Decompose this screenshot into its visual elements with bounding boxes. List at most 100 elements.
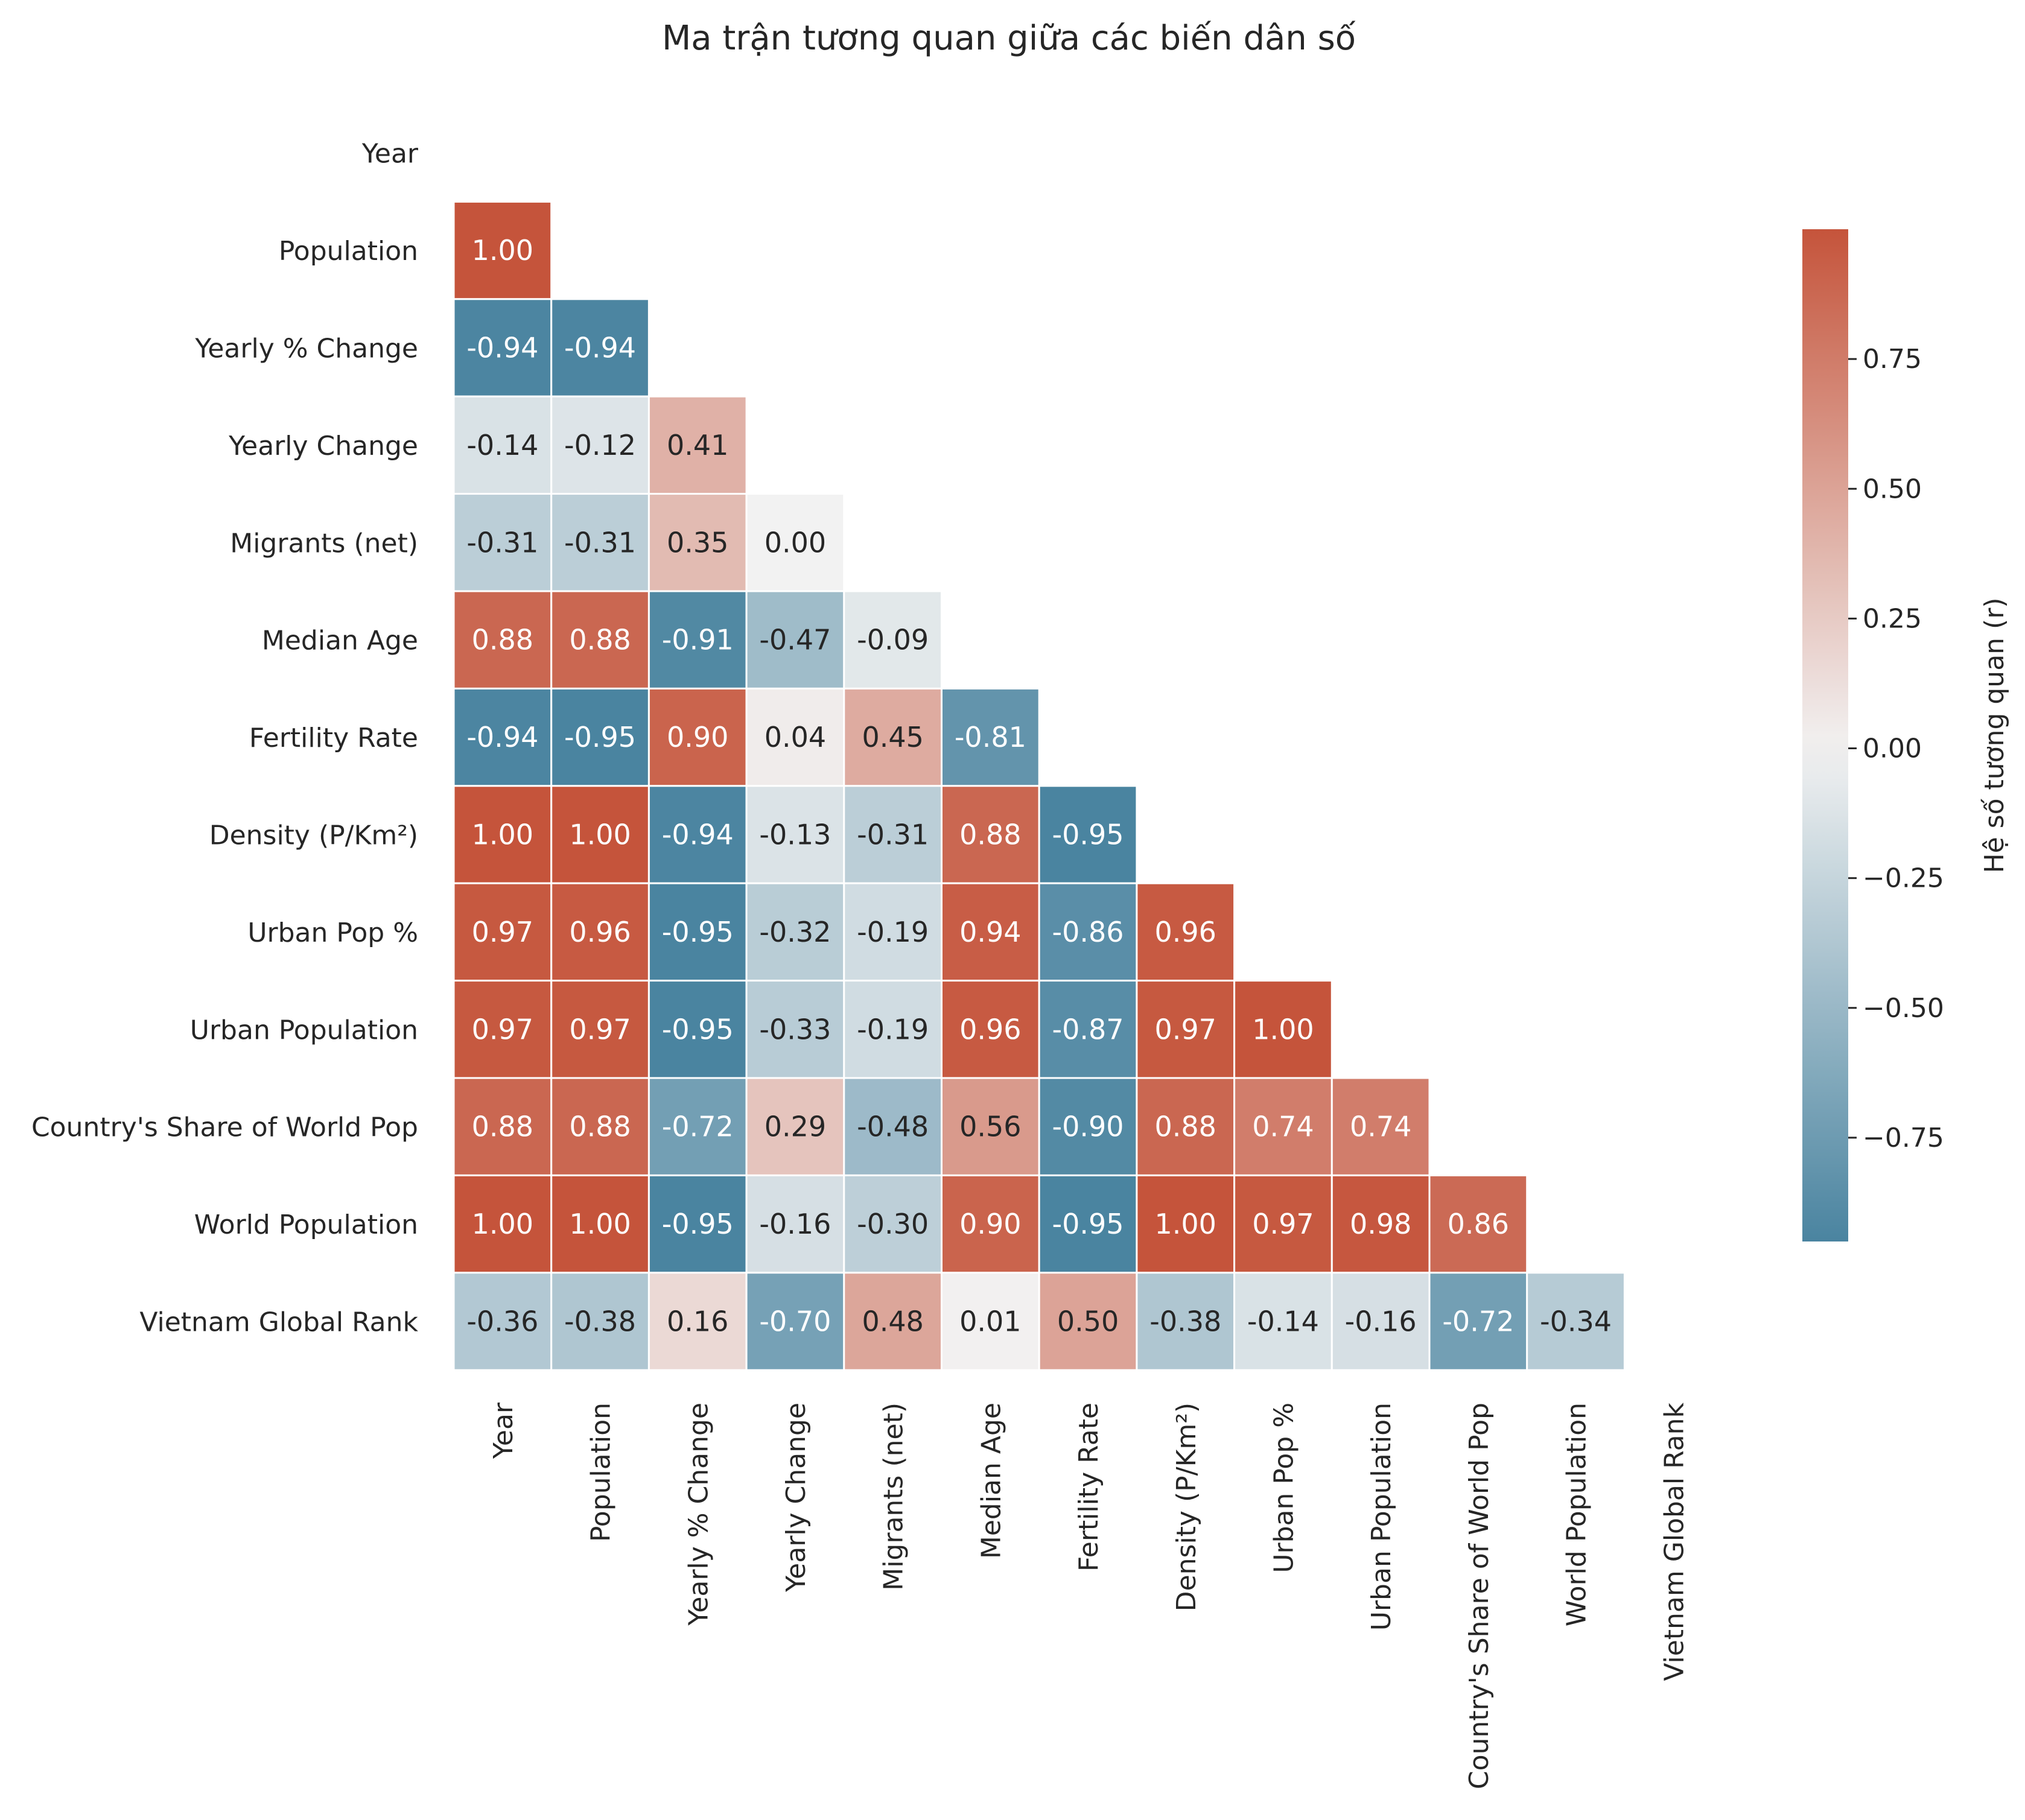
cell-world-population-x-yearly-change bbox=[745, 1174, 845, 1274]
colorbar-tick-label: −0.25 bbox=[1863, 863, 1944, 894]
cell-country-s-share-of-world-pop-x-yearly-change bbox=[647, 1077, 748, 1176]
cell-value-label: 1.00 bbox=[1252, 1013, 1314, 1045]
cell-value-label: 0.97 bbox=[1252, 1208, 1314, 1240]
cell-value-label: 0.88 bbox=[472, 624, 533, 656]
cell-value-label: 0.88 bbox=[472, 1111, 533, 1143]
cell-vietnam-global-rank-x-world-population bbox=[1526, 1272, 1626, 1371]
cell-vietnam-global-rank-x-urban-population bbox=[1330, 1272, 1431, 1371]
cell-country-s-share-of-world-pop-x-density-p-km bbox=[1136, 1077, 1236, 1176]
cell-value-label: -0.94 bbox=[466, 721, 538, 753]
cell-value-label: -0.86 bbox=[1052, 916, 1124, 948]
row-label-median-age: Median Age bbox=[262, 626, 418, 656]
cell-value-label: -0.48 bbox=[857, 1111, 929, 1143]
row-label-migrants-net: Migrants (net) bbox=[230, 528, 418, 559]
cell-median-age-x-population bbox=[550, 590, 650, 690]
cell-value-label: 0.90 bbox=[667, 721, 728, 753]
cell-value-label: 0.50 bbox=[1057, 1305, 1119, 1338]
cell-value-label: 0.88 bbox=[569, 624, 631, 656]
row-label-fertility-rate: Fertility Rate bbox=[249, 723, 418, 753]
cell-value-label: -0.16 bbox=[759, 1208, 831, 1240]
cell-value-label: -0.09 bbox=[857, 624, 929, 656]
cell-fertility-rate-x-year bbox=[453, 687, 553, 787]
cell-migrants-net-x-yearly-change bbox=[745, 493, 845, 592]
cell-country-s-share-of-world-pop-x-yearly-change bbox=[745, 1077, 845, 1176]
cell-value-label: 1.00 bbox=[472, 1208, 533, 1240]
cell-value-label: -0.87 bbox=[1052, 1013, 1124, 1045]
column-label-density-p-km: Density (P/Km²) bbox=[1171, 1403, 1202, 1611]
colorbar-gradient bbox=[1802, 229, 1848, 1241]
cell-vietnam-global-rank-x-fertility-rate bbox=[1038, 1272, 1138, 1371]
cell-value-label: -0.32 bbox=[759, 916, 831, 948]
cell-value-label: -0.47 bbox=[759, 624, 831, 656]
cell-value-label: 0.04 bbox=[765, 721, 826, 753]
cell-urban-population-x-year bbox=[453, 980, 553, 1079]
row-label-country-s-share-of-world-pop: Country's Share of World Pop bbox=[31, 1112, 418, 1143]
cell-value-label: 1.00 bbox=[472, 819, 533, 851]
cell-value-label: 0.90 bbox=[959, 1208, 1021, 1240]
cell-country-s-share-of-world-pop-x-population bbox=[550, 1077, 650, 1176]
cell-urban-pop-x-yearly-change bbox=[647, 882, 748, 982]
cell-value-label: -0.70 bbox=[759, 1305, 831, 1338]
cell-value-label: -0.13 bbox=[759, 819, 831, 851]
cell-value-label: 0.96 bbox=[1155, 916, 1216, 948]
cell-value-label: -0.94 bbox=[466, 332, 538, 364]
cell-population-x-year bbox=[453, 200, 553, 300]
cell-value-label: 0.86 bbox=[1448, 1208, 1509, 1240]
cell-value-label: 0.88 bbox=[959, 819, 1021, 851]
cell-value-label: -0.90 bbox=[1052, 1111, 1124, 1143]
cell-value-label: 0.74 bbox=[1350, 1111, 1411, 1143]
cell-value-label: -0.31 bbox=[466, 526, 538, 559]
cell-value-label: 0.45 bbox=[862, 721, 923, 753]
cell-value-label: 1.00 bbox=[569, 1208, 631, 1240]
column-label-migrants-net: Migrants (net) bbox=[879, 1403, 909, 1591]
cell-value-label: -0.19 bbox=[857, 916, 929, 948]
chart-title: Ma trận tương quan giữa các biến dân số bbox=[662, 19, 1356, 58]
cell-value-label: -0.12 bbox=[564, 429, 636, 461]
cell-urban-pop-x-density-p-km bbox=[1136, 882, 1236, 982]
cell-value-label: 0.97 bbox=[472, 916, 533, 948]
cell-median-age-x-yearly-change bbox=[745, 590, 845, 690]
row-label-year: Year bbox=[361, 139, 419, 170]
cell-value-label: 0.35 bbox=[667, 526, 728, 559]
cell-value-label: 0.48 bbox=[862, 1305, 923, 1338]
colorbar-tick-label: 0.00 bbox=[1863, 734, 1922, 764]
cell-value-label: -0.31 bbox=[564, 526, 636, 559]
column-label-urban-population: Urban Population bbox=[1366, 1403, 1397, 1631]
cell-value-label: -0.31 bbox=[857, 819, 929, 851]
cell-world-population-x-urban-pop bbox=[1233, 1174, 1333, 1274]
cell-value-label: 0.74 bbox=[1252, 1111, 1314, 1143]
cell-value-label: 0.97 bbox=[472, 1013, 533, 1045]
cell-value-label: 0.88 bbox=[1155, 1111, 1216, 1143]
cell-value-label: -0.94 bbox=[662, 819, 734, 851]
cell-country-s-share-of-world-pop-x-urban-population bbox=[1330, 1077, 1431, 1176]
cell-value-label: 0.29 bbox=[765, 1111, 826, 1143]
row-label-yearly-change: Yearly % Change bbox=[194, 334, 418, 364]
cell-value-label: -0.19 bbox=[857, 1013, 929, 1045]
row-labels: Year Population Yearly % Change Yearly Chan… bbox=[31, 139, 419, 1338]
cell-yearly-change-x-population bbox=[550, 298, 650, 398]
cell-density-p-km-x-median-age bbox=[941, 785, 1040, 884]
row-label-world-population: World Population bbox=[194, 1210, 418, 1240]
cell-vietnam-global-rank-x-yearly-change bbox=[745, 1272, 845, 1371]
colorbar-ticks: 0.75 0.50 0.25 0.00 −0.25 −0.50 −0.75 bbox=[1848, 344, 1944, 1153]
cell-value-label: -0.95 bbox=[662, 916, 734, 948]
cell-value-label: -0.95 bbox=[662, 1013, 734, 1045]
column-label-yearly-change: Yearly Change bbox=[781, 1403, 812, 1593]
column-label-population: Population bbox=[586, 1403, 617, 1542]
cell-urban-population-x-yearly-change bbox=[745, 980, 845, 1079]
colorbar: 0.75 0.50 0.25 0.00 −0.25 −0.50 −0.75 Hệ số tư… bbox=[1802, 229, 2010, 1241]
cell-migrants-net-x-population bbox=[550, 493, 650, 592]
cell-value-label: -0.94 bbox=[564, 332, 636, 364]
cell-vietnam-global-rank-x-population bbox=[550, 1272, 650, 1371]
cell-world-population-x-year bbox=[453, 1174, 553, 1274]
cell-value-label: -0.33 bbox=[759, 1013, 831, 1045]
cell-value-label: 0.41 bbox=[667, 429, 728, 461]
row-label-population: Population bbox=[279, 236, 418, 267]
column-label-median-age: Median Age bbox=[976, 1403, 1006, 1559]
cell-fertility-rate-x-yearly-change bbox=[745, 687, 845, 787]
cell-value-label: -0.14 bbox=[466, 429, 538, 461]
cell-density-p-km-x-year bbox=[453, 785, 553, 884]
colorbar-tick-label: 0.50 bbox=[1863, 474, 1922, 504]
cell-value-label: 1.00 bbox=[569, 819, 631, 851]
